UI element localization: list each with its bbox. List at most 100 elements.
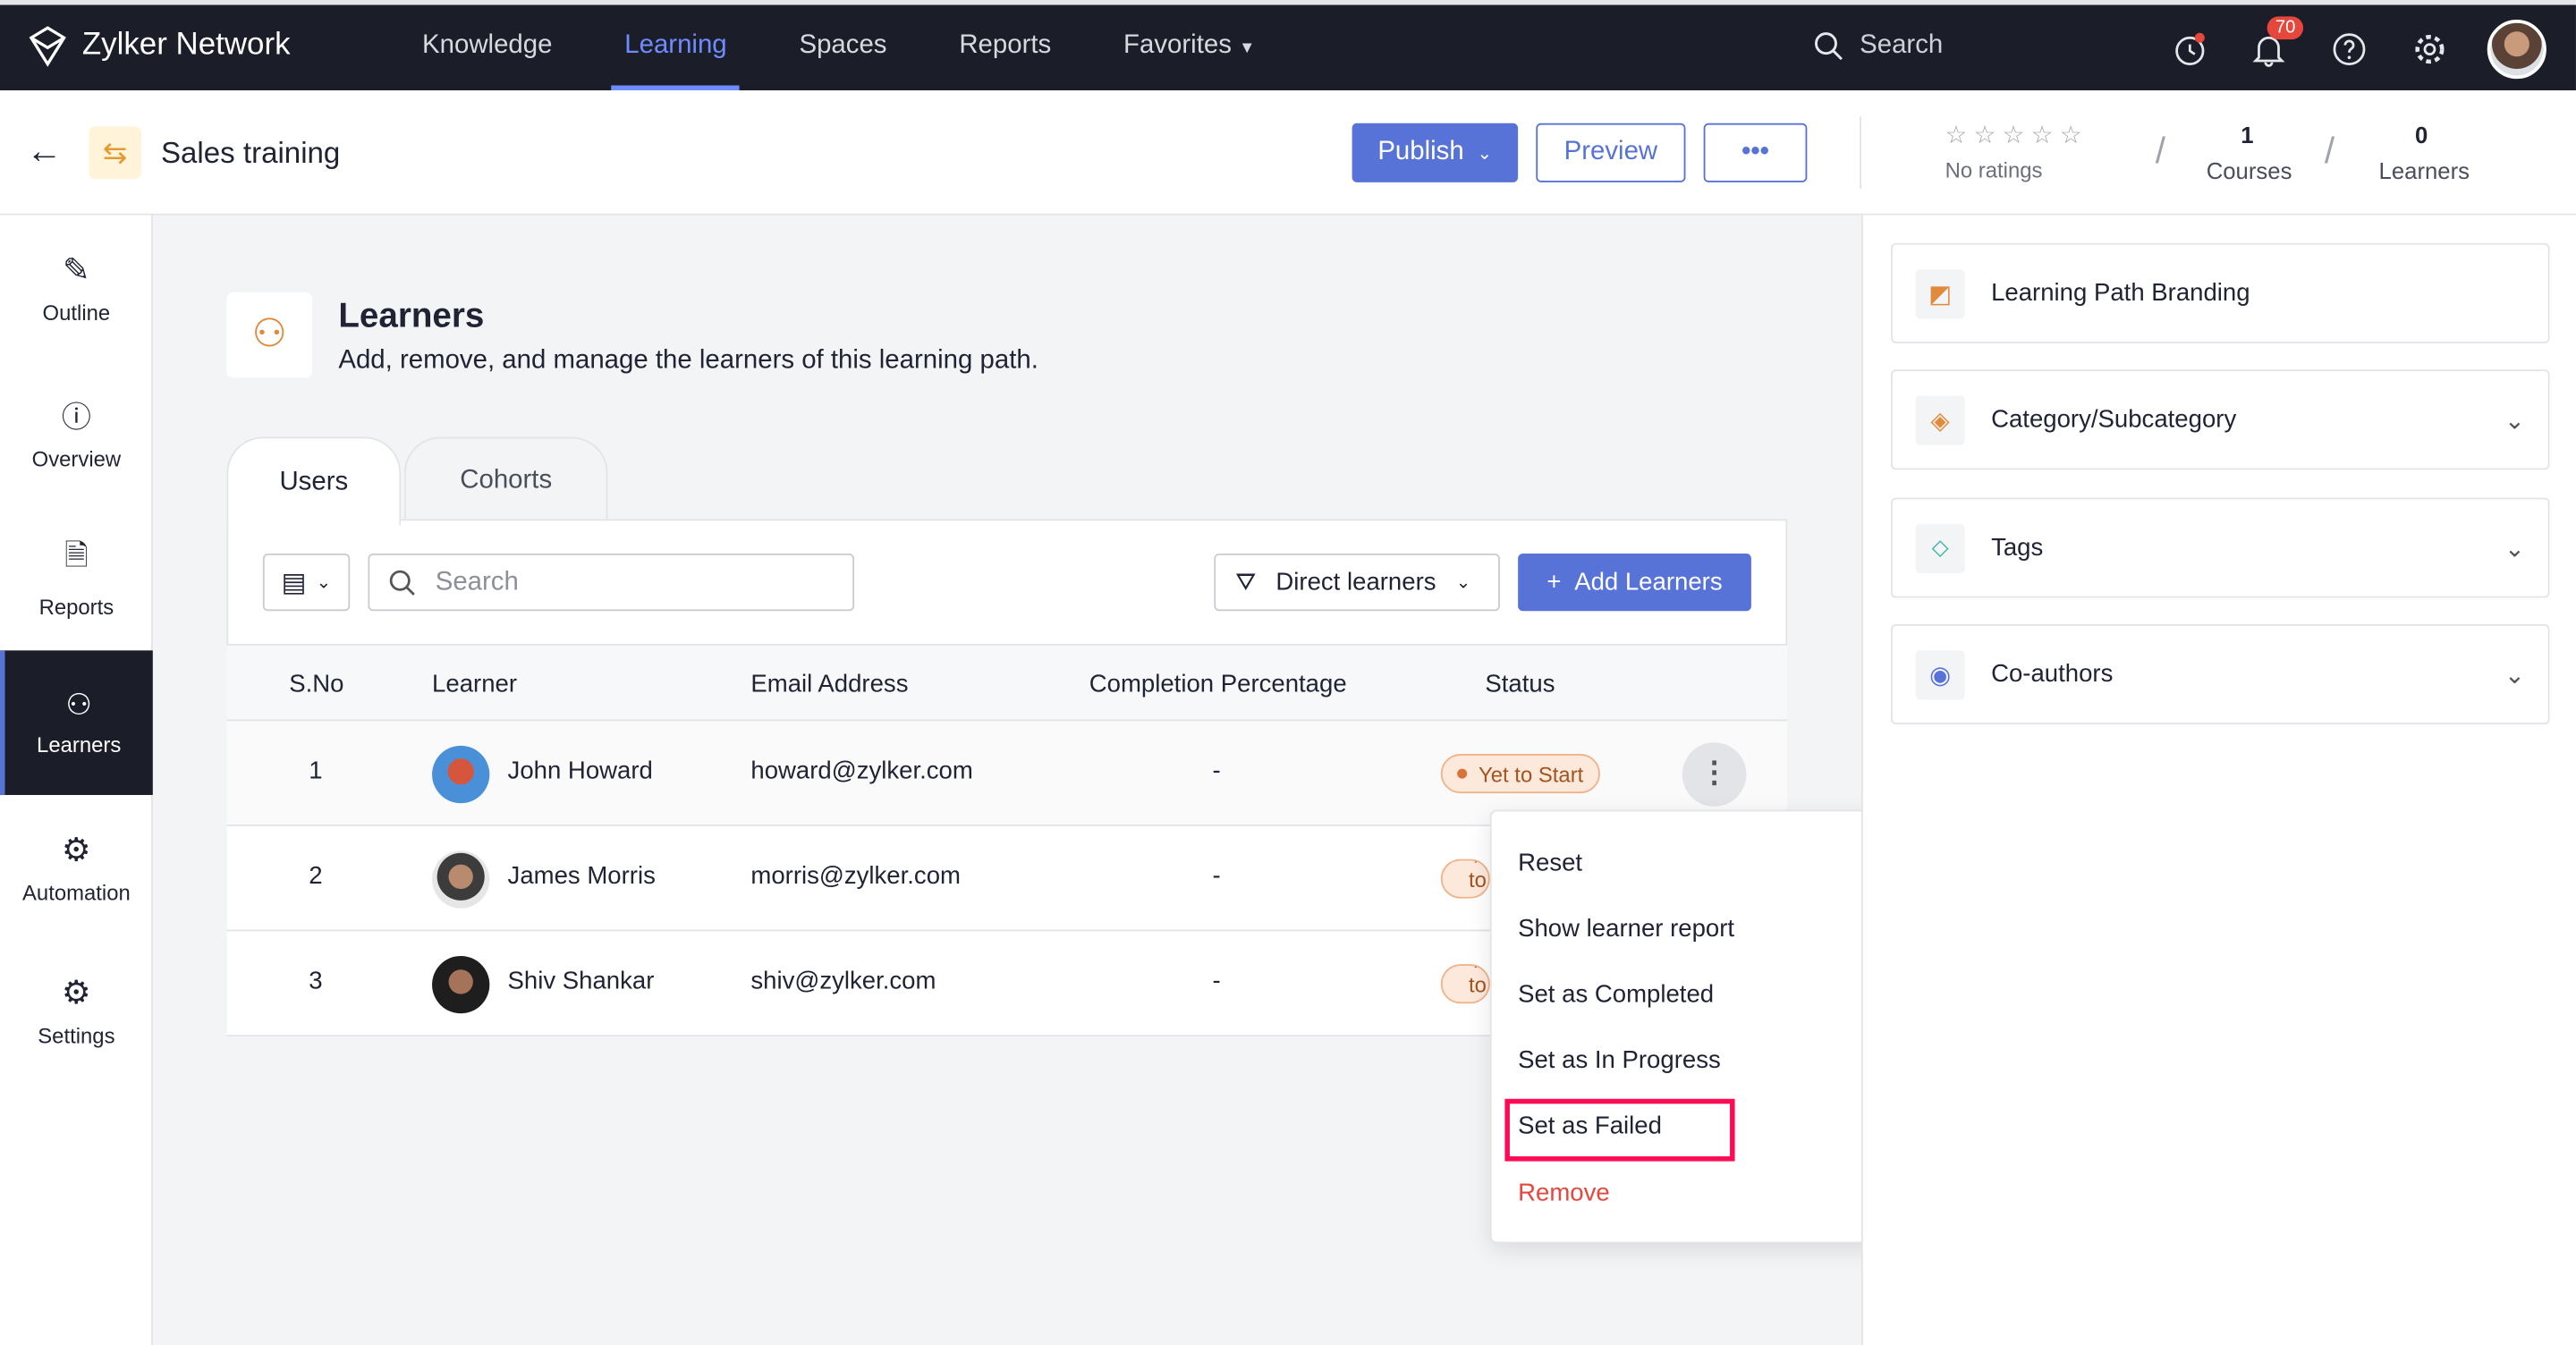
learner-name[interactable]: James Morris [507,862,656,891]
gear-icon[interactable] [2411,31,2447,67]
status-label: Yet to Start [1469,966,1488,1002]
co-authors-card[interactable]: ◉ Co-authors ⌄ [1891,623,2550,724]
menu-item-show-learner-report[interactable]: Show learner report [1518,915,1735,943]
card-label: Learning Path Branding [1991,279,2250,308]
ratings-label: No ratings [1945,157,2043,182]
search-label: Search [1860,30,1944,60]
chevron-down-icon: ⌄ [2504,406,2526,435]
user-avatar[interactable] [2487,20,2546,80]
tags-card[interactable]: ⬦ Tags ⌄ [1891,497,2550,598]
completion-value: - [1212,757,1221,785]
learners-count: 0 [2414,121,2428,148]
kebab-menu-icon: ⋮ [1699,755,1730,789]
learning-path-icon: ⇆ [89,126,141,180]
settings-icon: ⚙ [61,975,91,1012]
sidebar-item-settings[interactable]: ⚙ Settings [0,938,153,1083]
completion-value: - [1212,967,1221,996]
chevron-down-icon: ⌄ [2504,534,2526,563]
column-header-email: Email Address [750,670,909,698]
bell-icon[interactable] [2250,31,2286,67]
back-arrow-icon[interactable]: ← [26,130,63,172]
highlight-box [1504,1098,1735,1162]
learner-name[interactable]: Shiv Shankar [507,967,655,996]
section-title: Learners [338,297,485,335]
learners-section-icon: ⚇ [226,292,312,378]
nav-favorites[interactable]: Favorites ▼ [1123,5,1255,91]
menu-item-set-in-progress[interactable]: Set as In Progress [1518,1045,1721,1075]
row-sno: 3 [309,967,323,996]
sidebar-label: Learners [37,732,122,757]
user-circle-icon: ◉ [1915,649,1965,699]
add-learners-button[interactable]: + Add Learners [1518,553,1751,612]
help-icon[interactable] [2331,31,2367,67]
column-header-sno: S.No [289,670,344,698]
status-label: Yet to Start [1479,761,1584,786]
sidebar-item-outline[interactable]: ✎ Outline [0,216,153,360]
chevron-down-icon: ⌄ [316,573,332,594]
window-strip [0,0,2576,5]
separator: / [2324,130,2335,172]
chevron-down-icon: ⌄ [1455,573,1471,594]
row-actions-button[interactable]: ⋮ [1682,742,1747,807]
table-header [226,643,1788,720]
filter-label: Direct learners [1275,568,1436,596]
row-sno: 2 [309,862,323,891]
table-view-icon: ▤ [281,569,307,597]
column-header-completion: Completion Percentage [1089,670,1347,698]
table-row[interactable]: 1 John Howard howard@zylker.com - Yet to… [226,719,1788,825]
zylker-logo-icon [29,26,66,67]
nav-learning[interactable]: Learning [611,5,741,91]
courses-label: Courses [2206,157,2292,184]
more-options-button[interactable]: ••• [1703,123,1808,182]
nav-favorites-label: Favorites [1123,30,1232,60]
publish-button[interactable]: Publish ⌄ [1352,123,1519,182]
learners-label: Learners [2378,157,2470,184]
automation-icon: ⚙ [61,833,91,869]
timer-icon[interactable] [2172,31,2207,67]
rating-stars[interactable]: ☆☆☆☆☆ [1945,121,2089,150]
brand-logo[interactable]: Zylker Network [26,25,291,68]
branding-icon: ◩ [1915,268,1965,318]
search-icon [389,569,415,595]
pencil-icon: ✎ [62,252,90,290]
publish-label: Publish [1377,138,1464,166]
menu-item-reset[interactable]: Reset [1518,849,1583,877]
tab-users[interactable]: Users [226,436,402,526]
menu-item-set-completed[interactable]: Set as Completed [1518,980,1715,1009]
page-header: ← ⇆ Sales training Publish ⌄ Preview ••• … [0,90,2576,216]
sidebar-item-overview[interactable]: ⓘ Overview [0,360,153,504]
preview-button[interactable]: Preview [1536,123,1686,182]
learning-path-branding-card[interactable]: ◩ Learning Path Branding [1891,242,2550,343]
users-icon: ⚇ [65,688,92,722]
sidebar-item-automation[interactable]: ⚙ Automation [0,795,153,940]
sidebar-item-learners[interactable]: ⚇ Learners [0,650,153,795]
learner-email: howard@zylker.com [750,757,973,785]
info-icon: ⓘ [61,400,91,433]
avatar [432,850,490,909]
learner-name[interactable]: John Howard [507,757,653,785]
menu-item-set-failed[interactable]: Set as Failed [1518,1112,1662,1140]
global-search[interactable]: Search [1814,30,1944,61]
learner-email: shiv@zylker.com [750,967,936,996]
sidebar-label: Reports [38,593,114,619]
card-label: Co-authors [1991,660,2114,689]
search-placeholder: Search [435,567,519,596]
tab-cohorts[interactable]: Cohorts [403,436,608,523]
plus-icon: + [1546,568,1562,596]
search-icon [1815,32,1843,61]
category-subcategory-card[interactable]: ◈ Category/Subcategory ⌄ [1891,369,2550,470]
view-toggle[interactable]: ▤ ⌄ [262,553,351,612]
nav-knowledge[interactable]: Knowledge [422,30,553,60]
learner-search-input[interactable]: Search [368,553,855,612]
menu-item-remove[interactable]: Remove [1518,1179,1610,1207]
chevron-down-icon: ⌄ [1477,143,1493,164]
filter-icon: ⛛ [1235,568,1257,596]
completion-value: - [1212,862,1221,891]
nav-spaces[interactable]: Spaces [799,30,887,60]
sidebar-item-reports[interactable]: 🗎 Reports [0,504,153,649]
learner-filter-dropdown[interactable]: ⛛ Direct learners ⌄ [1214,553,1500,612]
nav-reports[interactable]: Reports [959,30,1052,60]
status-badge: Yet to Start [1440,964,1490,1004]
sidebar-label: Automation [21,880,131,906]
right-panel: ◩ Learning Path Branding ◈ Category/Subcat… [1860,215,2576,1345]
